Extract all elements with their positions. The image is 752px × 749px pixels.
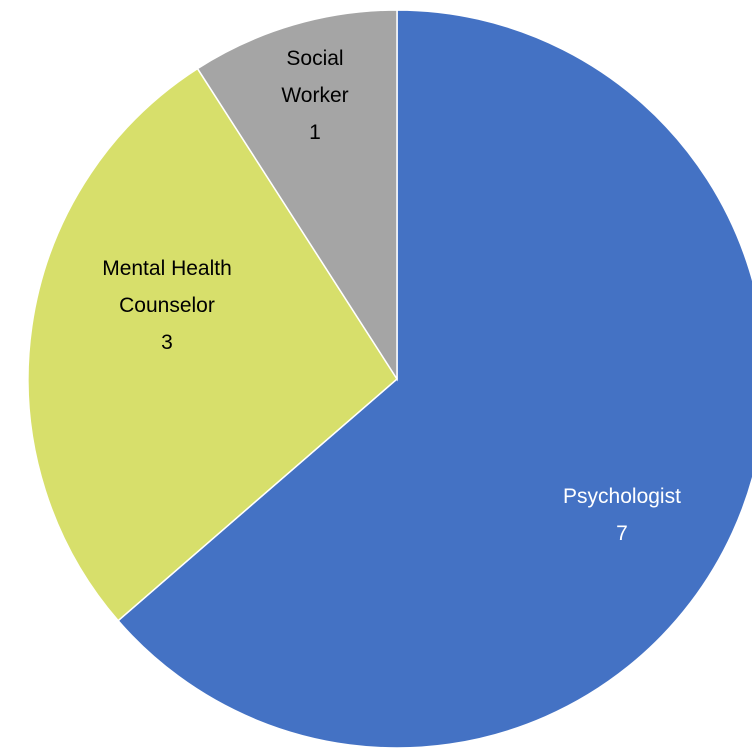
slice-label: Social Worker [281,47,349,107]
slice-label: Psychologist [563,485,681,508]
pie-slice [117,9,752,749]
pie-slice [196,9,398,382]
slice-value: 3 [161,331,173,354]
pie-slice [27,67,398,622]
slice-value: 7 [616,522,628,545]
slice-label: Mental Health Counselor [102,257,232,317]
slice-value: 1 [309,121,321,144]
